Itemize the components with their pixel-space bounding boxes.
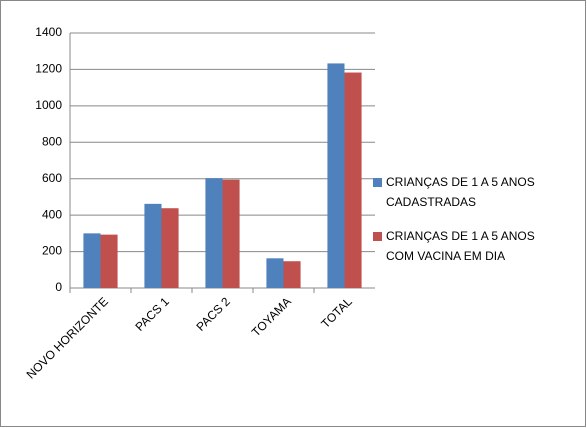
legend-label: CRIANÇAS DE 1 A 5 ANOS COM VACINA EM DIA xyxy=(386,229,535,263)
bar xyxy=(161,208,179,288)
y-tick-label: 1200 xyxy=(35,62,62,76)
legend-label: CRIANÇAS DE 1 A 5 ANOS CADASTRADAS xyxy=(386,175,535,209)
bar xyxy=(344,72,362,289)
bar xyxy=(100,234,118,288)
y-tick-label: 600 xyxy=(42,171,62,185)
y-tick-label: 1400 xyxy=(35,25,62,39)
legend-swatch xyxy=(373,178,382,187)
y-tick-label: 200 xyxy=(42,244,62,258)
bar xyxy=(266,258,284,288)
legend-item: CRIANÇAS DE 1 A 5 ANOS COM VACINA EM DIA xyxy=(373,226,573,266)
legend-swatch xyxy=(373,232,382,241)
y-tick-label: 0 xyxy=(55,280,62,294)
y-tick-label: 800 xyxy=(42,134,62,148)
bar xyxy=(283,261,301,288)
bar xyxy=(83,233,101,288)
y-tick-label: 1000 xyxy=(35,98,62,112)
legend-item: CRIANÇAS DE 1 A 5 ANOS CADASTRADAS xyxy=(373,172,573,212)
bar xyxy=(222,179,240,288)
bar xyxy=(327,63,345,288)
y-tick-label: 400 xyxy=(42,207,62,221)
bar xyxy=(205,178,223,288)
bar xyxy=(144,203,162,288)
